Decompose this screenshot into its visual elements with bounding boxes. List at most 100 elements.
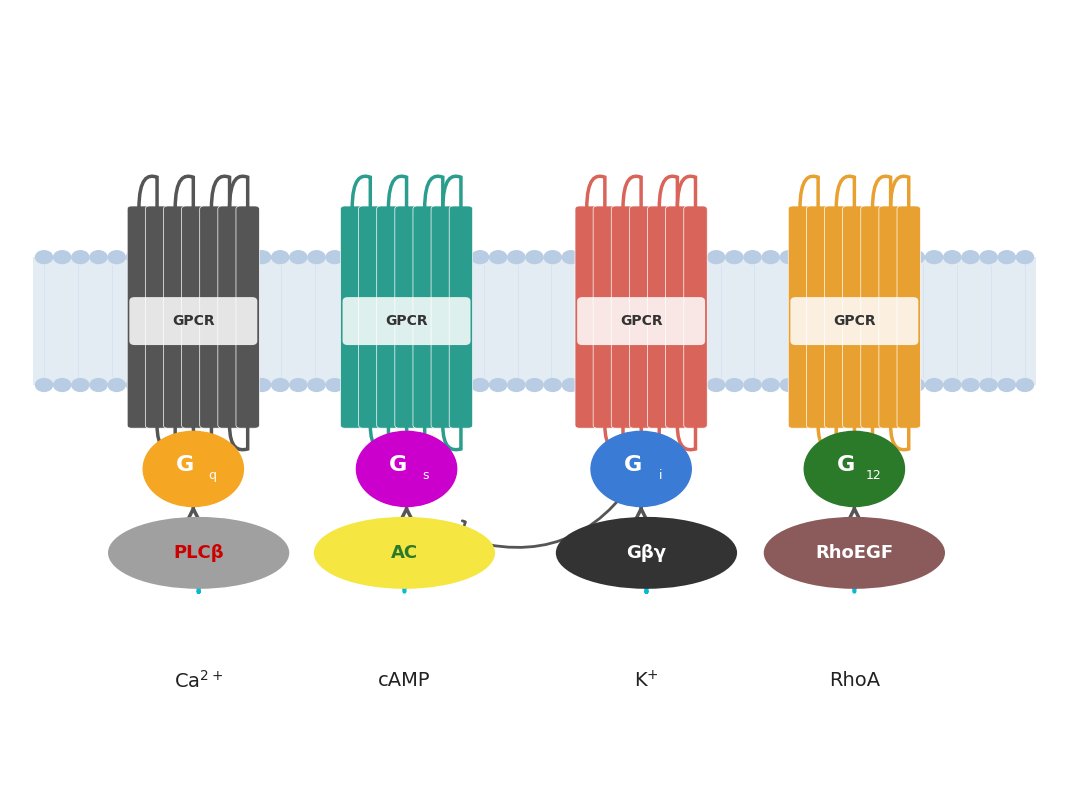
Circle shape	[144, 379, 161, 391]
Text: i: i	[659, 469, 662, 482]
Text: G: G	[175, 455, 193, 475]
Circle shape	[108, 379, 125, 391]
FancyBboxPatch shape	[577, 297, 706, 345]
Circle shape	[726, 251, 743, 264]
Circle shape	[580, 251, 598, 264]
Circle shape	[253, 251, 270, 264]
Circle shape	[508, 251, 525, 264]
Circle shape	[726, 379, 743, 391]
Circle shape	[344, 251, 361, 264]
FancyBboxPatch shape	[861, 206, 884, 428]
FancyBboxPatch shape	[236, 206, 260, 428]
Circle shape	[599, 379, 616, 391]
FancyBboxPatch shape	[413, 206, 436, 428]
Circle shape	[671, 251, 688, 264]
FancyBboxPatch shape	[897, 206, 920, 428]
Circle shape	[926, 379, 943, 391]
Circle shape	[490, 379, 507, 391]
Circle shape	[399, 251, 416, 264]
Circle shape	[871, 379, 888, 391]
FancyBboxPatch shape	[593, 206, 617, 428]
Circle shape	[762, 379, 779, 391]
Text: cAMP: cAMP	[378, 671, 431, 691]
Circle shape	[356, 431, 456, 507]
Circle shape	[126, 379, 143, 391]
Circle shape	[591, 431, 692, 507]
Circle shape	[381, 251, 398, 264]
Circle shape	[762, 251, 779, 264]
Circle shape	[889, 251, 907, 264]
FancyBboxPatch shape	[788, 206, 811, 428]
FancyBboxPatch shape	[666, 206, 690, 428]
Circle shape	[926, 251, 943, 264]
Circle shape	[835, 379, 852, 391]
Circle shape	[126, 251, 143, 264]
Circle shape	[162, 251, 180, 264]
Text: G: G	[623, 455, 641, 475]
Circle shape	[326, 251, 343, 264]
Circle shape	[471, 251, 489, 264]
Circle shape	[708, 379, 725, 391]
Circle shape	[871, 251, 888, 264]
Circle shape	[835, 251, 852, 264]
FancyBboxPatch shape	[790, 297, 918, 345]
Text: q: q	[208, 469, 217, 482]
Text: G: G	[837, 455, 855, 475]
Circle shape	[53, 251, 71, 264]
FancyBboxPatch shape	[575, 206, 599, 428]
Circle shape	[799, 379, 816, 391]
Circle shape	[362, 251, 379, 264]
Circle shape	[617, 251, 634, 264]
FancyBboxPatch shape	[358, 206, 382, 428]
FancyBboxPatch shape	[218, 206, 242, 428]
Circle shape	[708, 251, 725, 264]
Circle shape	[580, 379, 598, 391]
Circle shape	[235, 251, 252, 264]
Circle shape	[962, 379, 979, 391]
Text: Ca$^{2+}$: Ca$^{2+}$	[174, 670, 223, 691]
Circle shape	[199, 251, 216, 264]
Circle shape	[181, 379, 198, 391]
Text: RhoEGF: RhoEGF	[816, 544, 894, 562]
Circle shape	[562, 379, 579, 391]
Circle shape	[417, 251, 434, 264]
Text: K$^{+}$: K$^{+}$	[634, 670, 659, 691]
Circle shape	[143, 431, 244, 507]
Circle shape	[399, 379, 416, 391]
Circle shape	[980, 379, 997, 391]
Circle shape	[780, 251, 797, 264]
FancyBboxPatch shape	[145, 206, 169, 428]
Circle shape	[817, 379, 834, 391]
Circle shape	[526, 379, 543, 391]
Circle shape	[381, 379, 398, 391]
Circle shape	[853, 379, 870, 391]
Circle shape	[35, 251, 52, 264]
Circle shape	[780, 379, 797, 391]
Circle shape	[471, 379, 489, 391]
Circle shape	[599, 251, 616, 264]
Circle shape	[799, 251, 816, 264]
Circle shape	[181, 251, 198, 264]
Text: 12: 12	[866, 469, 882, 482]
Circle shape	[908, 251, 925, 264]
Circle shape	[980, 251, 997, 264]
Text: PLCβ: PLCβ	[173, 544, 223, 562]
Circle shape	[253, 379, 270, 391]
Circle shape	[944, 379, 961, 391]
Circle shape	[998, 251, 1016, 264]
Circle shape	[453, 379, 470, 391]
Circle shape	[435, 251, 452, 264]
FancyBboxPatch shape	[164, 206, 187, 428]
FancyBboxPatch shape	[129, 297, 258, 345]
Circle shape	[1017, 379, 1034, 391]
Circle shape	[162, 379, 180, 391]
Circle shape	[290, 379, 307, 391]
Circle shape	[744, 251, 761, 264]
Circle shape	[35, 379, 52, 391]
Circle shape	[653, 251, 670, 264]
Circle shape	[562, 251, 579, 264]
Circle shape	[435, 379, 452, 391]
Circle shape	[72, 379, 89, 391]
Circle shape	[889, 379, 907, 391]
Text: RhoA: RhoA	[828, 671, 880, 691]
